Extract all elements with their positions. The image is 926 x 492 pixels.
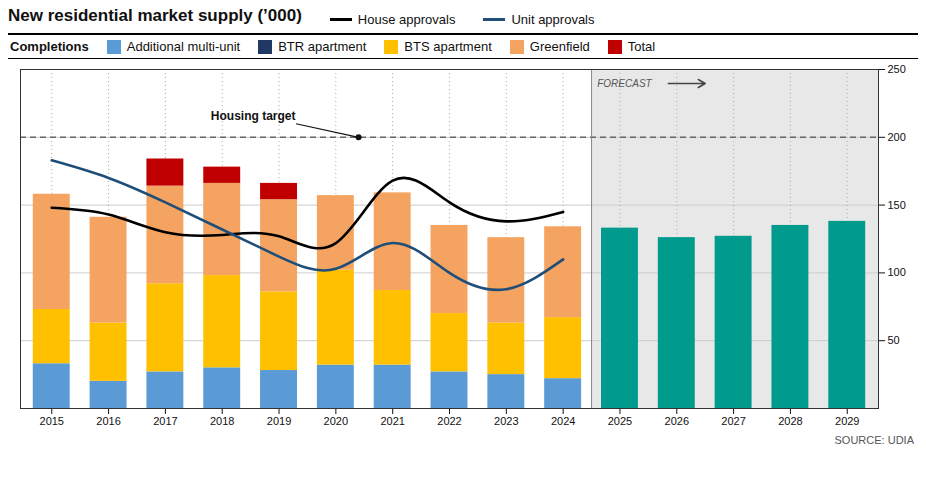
svg-text:2025: 2025 (608, 415, 632, 427)
svg-text:2026: 2026 (665, 415, 689, 427)
html-text:Total: Total (627, 39, 656, 54)
svg-text:2019: 2019 (267, 415, 291, 427)
svg-text:2018: 2018 (210, 415, 234, 427)
svg-text:2015: 2015 (40, 415, 64, 427)
svg-text:FORECAST: FORECAST (597, 78, 652, 89)
svg-text:2020: 2020 (324, 415, 348, 427)
svg-text:2022: 2022 (437, 415, 461, 427)
svg-text:2021: 2021 (380, 415, 404, 427)
html-text:New residential market supply: New residential market supply (’000) (8, 6, 302, 25)
svg-text:200: 200 (888, 131, 906, 143)
svg-text:Housing target: Housing target (211, 109, 296, 123)
svg-text:100: 100 (888, 266, 906, 278)
svg-text:2024: 2024 (551, 415, 575, 427)
html-text:Additional multi-unit: Additional multi-unit (126, 39, 241, 54)
html-text:BTR apartment: BTR apartment (278, 39, 367, 54)
svg-text:2023: 2023 (494, 415, 518, 427)
svg-text:2028: 2028 (778, 415, 802, 427)
svg-text:2029: 2029 (835, 415, 859, 427)
html-text:Unit approvals: Unit approvals (511, 12, 595, 27)
svg-text:2027: 2027 (721, 415, 745, 427)
html-text:BTS apartment: BTS apartment (404, 39, 492, 54)
svg-text:2017: 2017 (153, 415, 177, 427)
svg-text:150: 150 (888, 199, 906, 211)
svg-text:250: 250 (888, 63, 906, 75)
html-text:Greenfield: Greenfield (529, 39, 590, 54)
svg-text:2016: 2016 (96, 415, 120, 427)
html-text:House approvals: House approvals (357, 12, 456, 27)
html-text:SOURCE: UDIA: SOURCE: UDIA (834, 434, 914, 446)
svg-text:50: 50 (888, 334, 900, 346)
html-text:Completions: Completions (10, 39, 89, 54)
